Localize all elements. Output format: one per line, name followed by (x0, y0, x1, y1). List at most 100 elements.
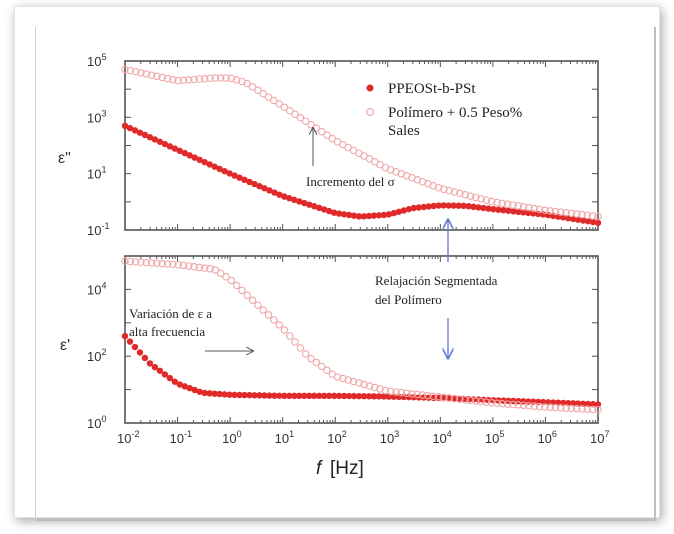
data-point-filled (251, 392, 258, 399)
data-point-filled (141, 131, 149, 139)
data-point-open (535, 402, 544, 411)
data-point-open (163, 260, 172, 268)
data-point-filled (360, 213, 368, 220)
data-point-open (434, 183, 443, 192)
data-point-filled (146, 360, 154, 367)
data-point-filled (380, 393, 388, 400)
data-point-open (594, 405, 602, 414)
data-point-filled (151, 136, 159, 143)
x-tick-label: 107 (590, 429, 609, 446)
data-point-filled (594, 401, 602, 408)
data-point-open (147, 259, 156, 267)
data-point-filled (370, 212, 378, 219)
data-point-filled (161, 371, 169, 378)
y-tick-label: 101 (87, 165, 106, 182)
x-tick-label: 10-1 (170, 429, 192, 446)
data-point-open (153, 259, 161, 268)
data-point-filled (355, 392, 363, 400)
data-point-filled (296, 392, 303, 400)
data-point-open (126, 66, 135, 75)
data-point-filled (221, 167, 228, 175)
data-point-filled (320, 206, 328, 213)
data-point-filled (241, 176, 248, 184)
data-point-filled (286, 195, 293, 202)
data-point-filled (176, 147, 183, 155)
data-point-filled (246, 391, 253, 399)
data-point-open (355, 379, 363, 387)
data-point-open (232, 281, 241, 290)
data-point-open (169, 260, 177, 269)
data-point-filled (365, 212, 373, 220)
data-point-filled (584, 218, 592, 225)
data-point-filled (410, 394, 417, 401)
data-point-filled (375, 393, 383, 400)
data-point-open (147, 71, 156, 79)
data-point-filled (156, 138, 164, 145)
data-point-filled (266, 392, 273, 399)
data-point-filled (589, 401, 597, 408)
data-point-open (206, 265, 214, 273)
data-point-open (169, 75, 177, 84)
data-point-open (509, 400, 517, 409)
data-point-filled (266, 187, 273, 194)
data-point-open (158, 259, 166, 268)
data-point-filled (231, 391, 238, 399)
data-point-open (408, 390, 416, 398)
data-point-open (551, 207, 560, 216)
data-point-filled (261, 392, 268, 399)
data-point-open (530, 402, 538, 410)
data-point-open (286, 332, 294, 340)
data-point-filled (395, 208, 403, 215)
data-point-filled (166, 374, 174, 382)
data-point-filled (161, 140, 169, 148)
data-point-filled (186, 384, 193, 392)
data-point-open (567, 404, 576, 413)
data-point-filled (375, 212, 383, 219)
data-point-filled (335, 392, 343, 400)
x-tick-label: 100 (222, 429, 241, 446)
data-point-open (238, 286, 246, 295)
data-point-open (259, 306, 267, 314)
data-point-open (254, 86, 262, 95)
data-point-filled (470, 203, 477, 211)
data-point-open (493, 399, 501, 407)
data-point-filled (206, 161, 213, 168)
data-point-open (222, 74, 230, 82)
data-point-open (286, 107, 294, 115)
data-point-open (418, 391, 427, 399)
data-point-open (254, 301, 262, 309)
data-point-filled (574, 216, 582, 223)
top-y-axis-label: ε" (58, 150, 71, 167)
data-point-open (434, 393, 443, 401)
data-point-open (344, 376, 352, 384)
data-point-open (349, 377, 358, 386)
data-point-open (185, 76, 193, 84)
data-point-filled (271, 189, 278, 196)
data-point-filled (276, 392, 283, 399)
data-point-open (487, 399, 496, 407)
data-point-open (530, 204, 538, 213)
data-point-filled (256, 392, 263, 399)
data-point-open (248, 83, 257, 91)
data-point-filled (520, 209, 527, 216)
data-point-open (211, 266, 220, 274)
data-point-open (557, 404, 565, 412)
data-point-open (376, 385, 384, 393)
data-point-filled (579, 217, 587, 224)
data-point-open (413, 390, 422, 399)
annotation-relaxation-line2: del Polímero (375, 292, 442, 307)
data-point-filled (156, 367, 164, 374)
data-point-open (450, 394, 459, 403)
x-tick-label: 106 (537, 429, 556, 446)
data-point-filled (201, 158, 208, 166)
data-point-filled (355, 213, 363, 220)
data-point-filled (435, 202, 442, 209)
data-point-filled (281, 392, 288, 400)
data-point-open (562, 209, 570, 217)
data-point-filled (350, 212, 358, 219)
data-point-filled (216, 390, 223, 398)
data-point-open (328, 134, 337, 143)
data-point-open (445, 394, 453, 402)
data-point-filled (380, 211, 388, 219)
x-axis-label-f: f (316, 458, 323, 479)
